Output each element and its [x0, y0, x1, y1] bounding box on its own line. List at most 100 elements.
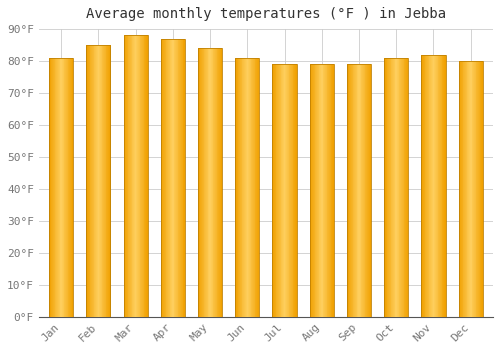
- Bar: [351, 64, 352, 317]
- Bar: [124, 35, 125, 317]
- Bar: [295, 64, 296, 317]
- Bar: [258, 58, 260, 317]
- Bar: [70, 58, 71, 317]
- Bar: [200, 48, 202, 317]
- Bar: [256, 58, 257, 317]
- Bar: [210, 48, 211, 317]
- Bar: [160, 38, 162, 317]
- Bar: [478, 61, 479, 317]
- Bar: [132, 35, 134, 317]
- Bar: [66, 58, 67, 317]
- Bar: [235, 58, 236, 317]
- Bar: [68, 58, 70, 317]
- Bar: [62, 58, 63, 317]
- Bar: [291, 64, 292, 317]
- Bar: [50, 58, 51, 317]
- Bar: [103, 45, 104, 317]
- Bar: [398, 58, 400, 317]
- Bar: [184, 38, 185, 317]
- Bar: [164, 38, 165, 317]
- Bar: [367, 64, 368, 317]
- Bar: [431, 55, 432, 317]
- Bar: [384, 58, 408, 317]
- Bar: [473, 61, 474, 317]
- Bar: [250, 58, 252, 317]
- Bar: [142, 35, 143, 317]
- Bar: [248, 58, 249, 317]
- Bar: [276, 64, 278, 317]
- Bar: [92, 45, 94, 317]
- Bar: [64, 58, 66, 317]
- Bar: [67, 58, 68, 317]
- Bar: [397, 58, 398, 317]
- Bar: [401, 58, 402, 317]
- Bar: [143, 35, 144, 317]
- Bar: [458, 61, 460, 317]
- Bar: [362, 64, 363, 317]
- Bar: [102, 45, 104, 317]
- Bar: [174, 38, 176, 317]
- Bar: [364, 64, 366, 317]
- Bar: [406, 58, 407, 317]
- Bar: [58, 58, 59, 317]
- Bar: [460, 61, 461, 317]
- Bar: [181, 38, 182, 317]
- Bar: [171, 38, 172, 317]
- Bar: [244, 58, 245, 317]
- Bar: [99, 45, 100, 317]
- Bar: [440, 55, 442, 317]
- Bar: [385, 58, 386, 317]
- Bar: [480, 61, 482, 317]
- Bar: [287, 64, 288, 317]
- Bar: [405, 58, 406, 317]
- Bar: [280, 64, 281, 317]
- Bar: [436, 55, 437, 317]
- Bar: [92, 45, 93, 317]
- Bar: [131, 35, 132, 317]
- Bar: [396, 58, 397, 317]
- Bar: [208, 48, 210, 317]
- Bar: [100, 45, 101, 317]
- Bar: [160, 38, 185, 317]
- Bar: [94, 45, 95, 317]
- Bar: [124, 35, 148, 317]
- Bar: [444, 55, 445, 317]
- Bar: [140, 35, 141, 317]
- Bar: [427, 55, 428, 317]
- Bar: [167, 38, 168, 317]
- Bar: [423, 55, 424, 317]
- Bar: [136, 35, 138, 317]
- Bar: [69, 58, 70, 317]
- Bar: [436, 55, 438, 317]
- Bar: [466, 61, 467, 317]
- Bar: [176, 38, 177, 317]
- Bar: [368, 64, 370, 317]
- Bar: [139, 35, 140, 317]
- Bar: [350, 64, 351, 317]
- Bar: [72, 58, 74, 317]
- Bar: [61, 58, 62, 317]
- Bar: [439, 55, 440, 317]
- Bar: [392, 58, 393, 317]
- Bar: [470, 61, 472, 317]
- Bar: [108, 45, 109, 317]
- Bar: [326, 64, 328, 317]
- Bar: [87, 45, 88, 317]
- Bar: [252, 58, 253, 317]
- Bar: [464, 61, 465, 317]
- Bar: [384, 58, 385, 317]
- Bar: [388, 58, 389, 317]
- Bar: [109, 45, 110, 317]
- Bar: [470, 61, 471, 317]
- Bar: [310, 64, 312, 317]
- Bar: [220, 48, 222, 317]
- Bar: [163, 38, 164, 317]
- Bar: [104, 45, 105, 317]
- Bar: [386, 58, 388, 317]
- Bar: [438, 55, 439, 317]
- Bar: [56, 58, 57, 317]
- Bar: [86, 45, 110, 317]
- Bar: [147, 35, 148, 317]
- Bar: [126, 35, 128, 317]
- Bar: [219, 48, 220, 317]
